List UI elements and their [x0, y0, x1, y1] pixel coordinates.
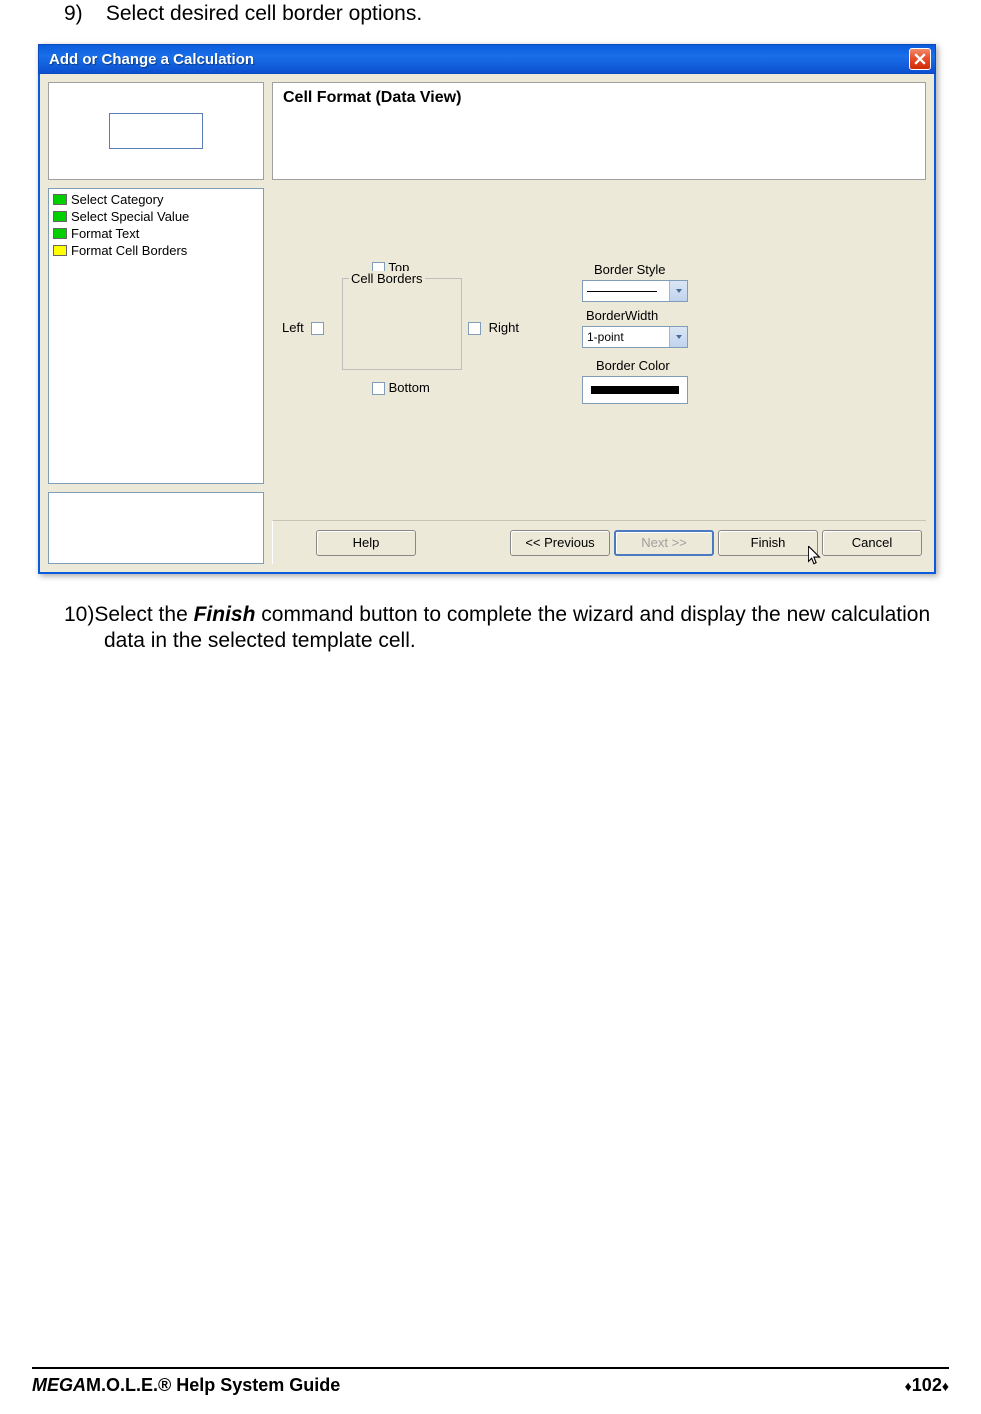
step-10: 10)Select the Finish command button to c… — [36, 602, 945, 655]
wizard-step-item[interactable]: Format Cell Borders — [51, 242, 261, 259]
step-9-num: 9) — [64, 2, 100, 26]
chevron-down-icon — [669, 327, 687, 347]
diamond-icon: ♦ — [942, 1378, 949, 1394]
page-footer: MEGAM.O.L.E.® Help System Guide ♦102♦ — [32, 1367, 949, 1396]
border-style-select[interactable] — [582, 280, 688, 302]
groupbox-label: Cell Borders — [349, 271, 425, 286]
wizard-step-item[interactable]: Select Special Value — [51, 208, 261, 225]
border-color-preview — [591, 386, 679, 394]
step-10-prefix: Select the — [94, 603, 193, 626]
page-number: 102 — [912, 1375, 942, 1395]
border-color-button[interactable] — [582, 376, 688, 404]
step-label: Select Category — [71, 192, 164, 207]
wizard-step-item[interactable]: Format Text — [51, 225, 261, 242]
border-style-label: Border Style — [594, 262, 698, 277]
dialog-body: Select Category Select Special Value For… — [38, 74, 936, 574]
status-square-icon — [53, 245, 67, 256]
left-checkbox[interactable] — [311, 322, 324, 335]
panel-title: Cell Format (Data View) — [272, 82, 926, 180]
footer-product-bold: MEGA — [32, 1375, 86, 1395]
content-panel: Top Left Right Bottom Cel — [272, 180, 926, 520]
footer-title: MEGAM.O.L.E.® Help System Guide — [32, 1375, 340, 1396]
preview-panel — [48, 82, 264, 180]
left-column: Select Category Select Special Value For… — [48, 82, 264, 564]
bottom-label: Bottom — [389, 380, 430, 395]
help-button[interactable]: Help — [316, 530, 416, 556]
step-label: Format Text — [71, 226, 139, 241]
step-label: Format Cell Borders — [71, 243, 187, 258]
chevron-down-icon — [669, 281, 687, 301]
step-10-num: 10) — [64, 603, 94, 626]
border-width-value: 1-point — [587, 330, 624, 344]
wizard-step-list[interactable]: Select Category Select Special Value For… — [48, 188, 264, 484]
step-label: Select Special Value — [71, 209, 189, 224]
step-9: 9) Select desired cell border options. — [64, 2, 945, 26]
status-square-icon — [53, 228, 67, 239]
right-checkbox[interactable] — [468, 322, 481, 335]
border-width-label: BorderWidth — [586, 308, 658, 323]
finish-button[interactable]: Finish — [718, 530, 818, 556]
footer-product-rest: M.O.L.E.® Help System Guide — [86, 1375, 340, 1395]
previous-button[interactable]: << Previous — [510, 530, 610, 556]
hint-panel — [48, 492, 264, 564]
cursor-icon — [808, 546, 822, 566]
dialog-window: Add or Change a Calculation Select Categ… — [38, 44, 936, 574]
cancel-button[interactable]: Cancel — [822, 530, 922, 556]
step-9-text: Select desired cell border options. — [106, 2, 422, 25]
cell-borders-group: Cell Borders — [342, 278, 462, 370]
footer-page: ♦102♦ — [905, 1375, 949, 1396]
preview-cell — [109, 113, 203, 149]
status-square-icon — [53, 211, 67, 222]
status-square-icon — [53, 194, 67, 205]
diamond-icon: ♦ — [905, 1378, 912, 1394]
right-label: Right — [489, 320, 519, 335]
border-color-label: Border Color — [596, 358, 670, 373]
button-bar: Help << Previous Next >> Finish Cancel — [272, 520, 926, 564]
titlebar-text: Add or Change a Calculation — [49, 51, 254, 68]
right-column: Cell Format (Data View) Top Left Right — [272, 82, 926, 564]
wizard-step-item[interactable]: Select Category — [51, 191, 261, 208]
close-icon[interactable] — [909, 48, 931, 70]
titlebar[interactable]: Add or Change a Calculation — [38, 44, 936, 74]
step-10-bold: Finish — [194, 603, 256, 626]
next-button: Next >> — [614, 530, 714, 556]
border-width-select[interactable]: 1-point — [582, 326, 688, 348]
bottom-checkbox[interactable] — [372, 382, 385, 395]
left-label: Left — [282, 320, 304, 335]
